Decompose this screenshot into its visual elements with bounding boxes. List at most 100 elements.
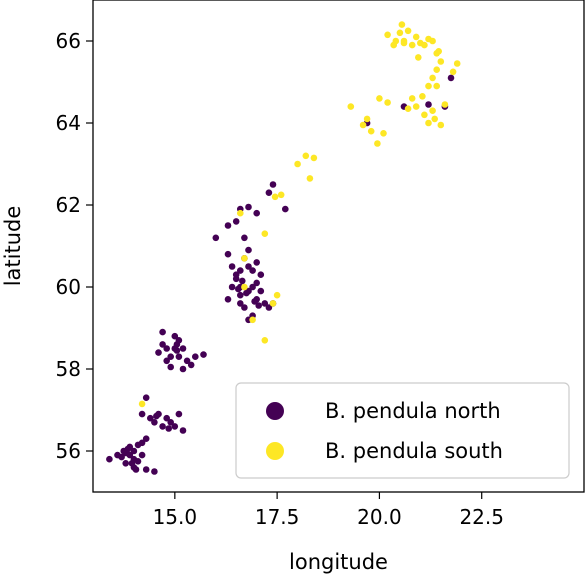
- x-axis-ticks: 15.0 17.5 20.0 22.5: [153, 492, 504, 529]
- point-north: [253, 209, 260, 217]
- point-north: [232, 271, 240, 279]
- point-north: [224, 296, 232, 303]
- point-north: [228, 283, 236, 291]
- point-south: [437, 58, 445, 65]
- point-north: [138, 439, 146, 447]
- point-north: [261, 300, 269, 307]
- point-north: [175, 410, 183, 418]
- legend-marker-south: [266, 442, 284, 460]
- point-north: [265, 304, 273, 311]
- legend-label-south: B. pendula south: [325, 439, 503, 463]
- point-north: [183, 357, 191, 365]
- point-south: [435, 48, 443, 55]
- y-tick-label: 66: [56, 29, 81, 53]
- point-north: [159, 328, 166, 336]
- point-north: [147, 414, 154, 422]
- point-north: [212, 234, 220, 242]
- point-south: [425, 119, 432, 127]
- x-tick-label: 20.0: [357, 505, 402, 529]
- point-north: [167, 419, 174, 426]
- point-south: [306, 175, 314, 182]
- point-south: [404, 27, 412, 35]
- point-north: [257, 287, 265, 295]
- point-south: [433, 82, 441, 90]
- point-south: [398, 21, 406, 28]
- point-north: [425, 101, 432, 108]
- point-south: [359, 121, 367, 129]
- point-south: [269, 300, 277, 307]
- point-north: [179, 427, 187, 434]
- series-south-points: [138, 21, 461, 408]
- point-north: [245, 203, 252, 211]
- point-north: [255, 302, 262, 309]
- point-south: [429, 74, 436, 82]
- point-north: [237, 267, 244, 274]
- point-north: [126, 451, 134, 459]
- point-north: [175, 353, 183, 361]
- point-south: [271, 193, 279, 201]
- point-north: [153, 412, 160, 420]
- point-north: [447, 74, 455, 82]
- point-north: [228, 263, 236, 270]
- point-south: [310, 154, 318, 162]
- point-north: [253, 259, 260, 266]
- point-south: [404, 105, 412, 112]
- plot-frame: [92, 0, 585, 493]
- point-north: [134, 458, 142, 465]
- point-north: [120, 447, 127, 455]
- point-south: [437, 121, 445, 129]
- point-north: [243, 289, 250, 297]
- point-north: [265, 189, 273, 196]
- point-north: [165, 425, 172, 432]
- point-north: [257, 271, 265, 279]
- point-north: [245, 263, 252, 270]
- point-north: [118, 453, 125, 461]
- point-south: [374, 140, 381, 147]
- point-south: [273, 291, 281, 299]
- point-north: [235, 285, 242, 293]
- point-south: [302, 152, 310, 160]
- point-north: [138, 451, 146, 459]
- point-north: [179, 365, 187, 373]
- point-north: [251, 298, 258, 305]
- point-south: [453, 60, 461, 67]
- point-south: [441, 101, 449, 108]
- point-south: [390, 41, 398, 49]
- point-north: [175, 337, 183, 344]
- y-tick-label: 64: [56, 111, 81, 135]
- point-north: [142, 435, 150, 443]
- point-north: [171, 332, 179, 340]
- x-axis-label: longitude: [289, 550, 388, 574]
- legend-marker-north: [266, 402, 284, 420]
- y-axis-label: latitude: [1, 206, 25, 287]
- point-south: [363, 115, 371, 123]
- point-north: [245, 246, 252, 254]
- point-north: [138, 410, 146, 418]
- point-north: [171, 423, 179, 430]
- point-north: [241, 304, 248, 311]
- point-north: [237, 300, 244, 307]
- point-north: [232, 218, 240, 225]
- point-south: [449, 68, 457, 76]
- point-north: [163, 414, 170, 422]
- point-south: [367, 127, 375, 135]
- x-tick-label: 22.5: [459, 505, 504, 529]
- point-north: [155, 349, 162, 356]
- point-north: [167, 363, 174, 371]
- y-axis-ticks: 56 58 60 62 64 66: [56, 29, 93, 463]
- point-north: [224, 222, 232, 229]
- point-north: [239, 277, 246, 285]
- point-south: [408, 95, 416, 102]
- point-south: [396, 29, 404, 37]
- point-north: [122, 460, 129, 467]
- point-north: [237, 291, 244, 299]
- point-south: [261, 337, 269, 344]
- point-north: [173, 347, 181, 354]
- point-south: [237, 209, 244, 217]
- point-south: [415, 54, 422, 61]
- point-north: [224, 250, 232, 258]
- point-south: [241, 283, 248, 291]
- point-south: [431, 115, 439, 123]
- y-tick-label: 62: [56, 193, 81, 217]
- point-south: [425, 82, 432, 90]
